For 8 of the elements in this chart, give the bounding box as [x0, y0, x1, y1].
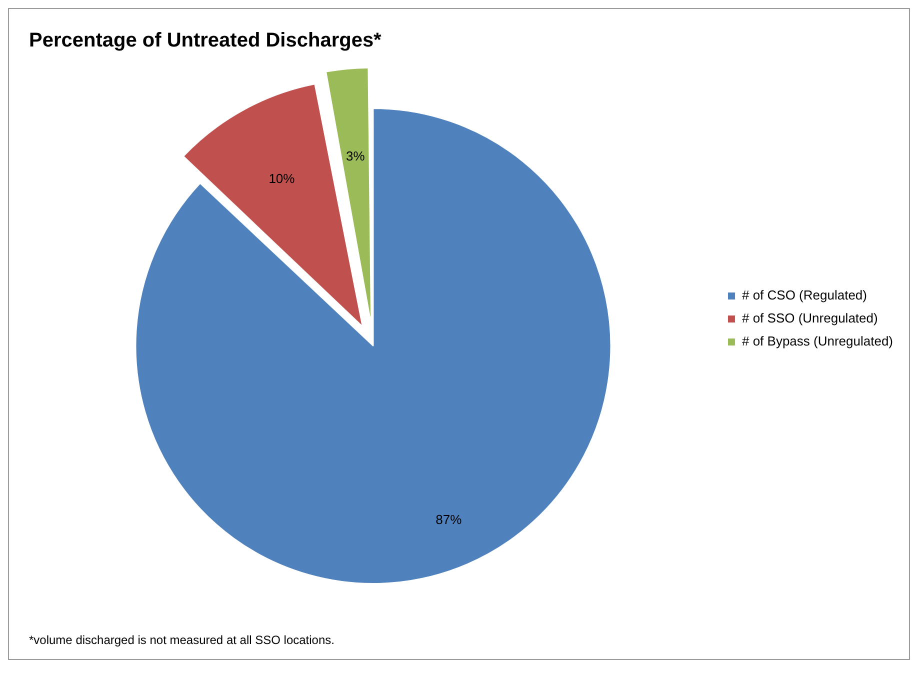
- data-label: 10%: [268, 171, 296, 186]
- legend-label: # of Bypass (Unregulated): [742, 334, 894, 349]
- legend-label: # of SSO (Unregulated): [742, 310, 878, 326]
- data-label: 87%: [436, 512, 462, 527]
- data-label: 3%: [346, 148, 366, 164]
- legend-label: # of CSO (Regulated): [742, 288, 867, 303]
- text: *volume discharged is not measured at all SSO locations.: [28, 632, 336, 649]
- chart-title: Percentage of Untreated Discharges*: [29, 30, 382, 52]
